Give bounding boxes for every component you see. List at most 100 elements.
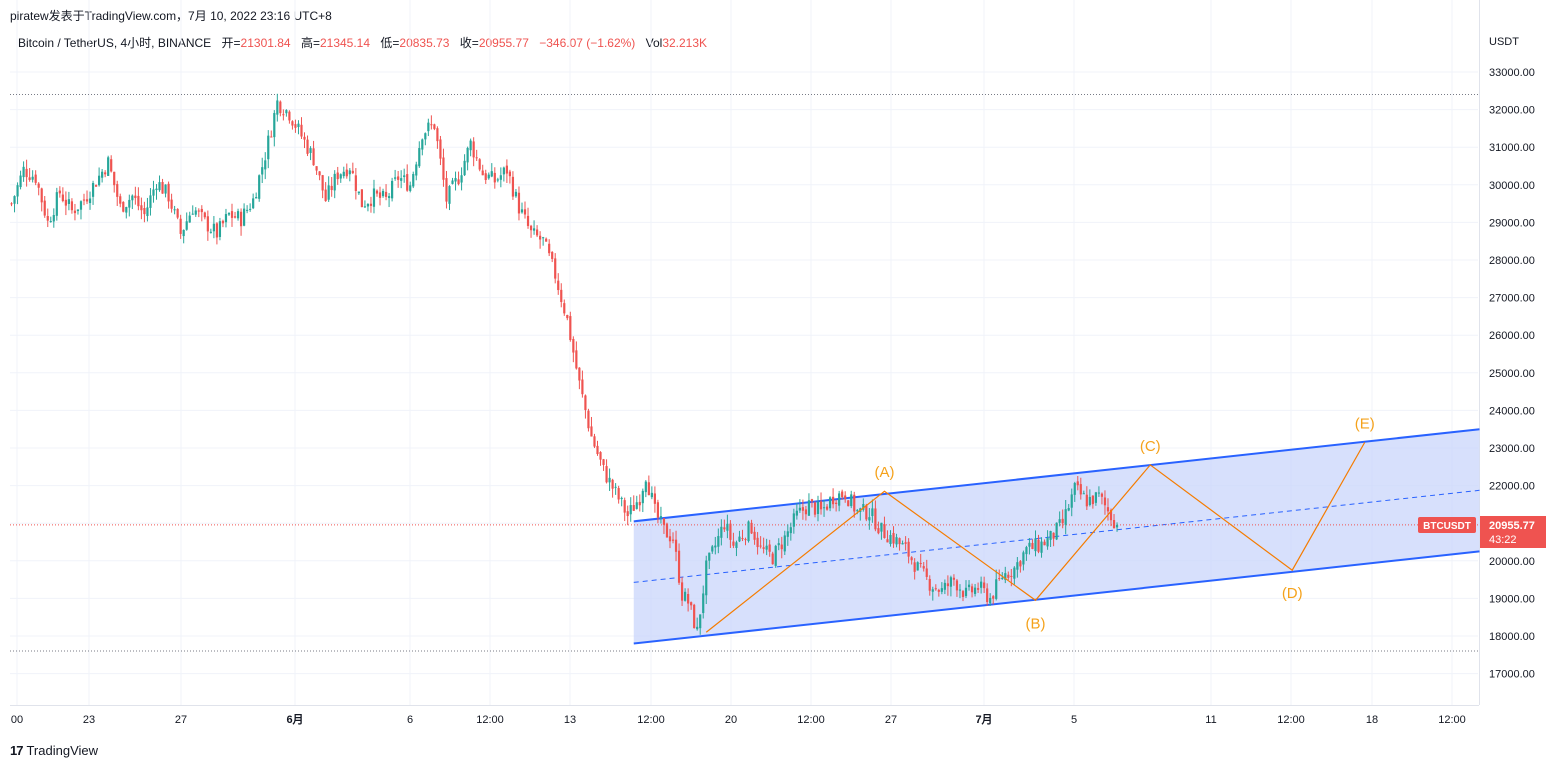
candle-body [844, 495, 847, 499]
candle-body [714, 545, 717, 548]
candle-body [400, 178, 403, 181]
candle-body [511, 176, 515, 197]
candle-body [91, 183, 95, 197]
candle-body [288, 111, 291, 121]
price-tick-label: 17000.00 [1489, 669, 1535, 681]
candle-body [457, 179, 460, 185]
candle-body [940, 588, 943, 592]
candle-body [529, 225, 533, 231]
candle-body [671, 539, 675, 541]
candle-body [55, 192, 58, 216]
candle-body [690, 602, 693, 606]
candle-body [143, 208, 146, 215]
time-tick-label: 7月 [975, 713, 992, 726]
candle-body [336, 172, 339, 180]
candle-body [37, 183, 40, 188]
candle-body [1019, 561, 1022, 567]
legend-volume-value: 32.213K [662, 36, 708, 50]
candle-body [674, 539, 678, 552]
abcde-wave-line [705, 442, 1366, 633]
candle-body [1082, 493, 1085, 495]
wave-label-c[interactable]: (C) [1140, 438, 1161, 455]
candle-body [1061, 518, 1064, 524]
candle-body [822, 507, 826, 509]
wave-label-d[interactable]: (D) [1282, 585, 1303, 602]
candle-body [662, 518, 666, 525]
candle-body [650, 492, 653, 498]
candle-body [889, 534, 892, 544]
candle-body [342, 171, 345, 177]
candle-body [967, 584, 971, 588]
candle-body [324, 189, 327, 202]
candle-body [354, 175, 357, 191]
wave-label-a[interactable]: (A) [874, 464, 894, 481]
candle-body [723, 527, 726, 530]
candle-body [460, 175, 463, 183]
price-axis: 33000.00 32000.00 31000.00 30000.00 29000.00… [1489, 67, 1535, 681]
candle-body [828, 497, 832, 509]
candle-body [409, 185, 412, 191]
candle-body [569, 316, 572, 340]
legend-low-label: 低= [380, 36, 400, 50]
candle-body [258, 175, 261, 199]
candle-body [484, 173, 487, 181]
candle-body [418, 148, 421, 167]
candle-body [40, 188, 43, 203]
candle-body [1106, 507, 1110, 512]
candle-body [916, 562, 919, 571]
candle-body [626, 511, 629, 517]
candle-body [110, 159, 113, 172]
candle-body [532, 228, 536, 231]
candle-body [563, 303, 566, 314]
candle-body [58, 190, 61, 194]
candle-body [810, 499, 814, 502]
candle-body [526, 215, 530, 226]
candle-body [104, 172, 107, 175]
wave-label-b[interactable]: (B) [1025, 615, 1045, 632]
tradingview-logo-icon[interactable]: 17 [10, 743, 24, 758]
candle-body [372, 188, 376, 207]
candle-body [22, 166, 25, 178]
candle-body [874, 508, 877, 530]
candle-body [403, 175, 406, 178]
candle-body [517, 192, 521, 214]
candle-body [807, 500, 811, 516]
candle-body [249, 208, 252, 210]
candle-body [333, 173, 336, 191]
candle-body [312, 148, 315, 166]
candle-body [611, 479, 614, 489]
price-tick-label: 24000.00 [1489, 405, 1535, 417]
candle-body [88, 198, 92, 204]
candle-body [1097, 492, 1101, 494]
candle-body [1028, 542, 1031, 547]
candle-body [973, 587, 977, 594]
candle-body [397, 176, 400, 180]
candle-body [82, 199, 86, 201]
candlestick-series [10, 93, 1119, 635]
wave-label-e[interactable]: (E) [1355, 415, 1375, 432]
candle-body [696, 626, 699, 630]
tradingview-brand[interactable]: TradingView [26, 743, 99, 758]
candle-body [584, 395, 587, 411]
candle-body [61, 194, 64, 202]
candle-body [43, 200, 46, 216]
legend-close-label: 收= [459, 36, 479, 50]
candle-body [469, 140, 472, 151]
candle-body [76, 209, 80, 212]
candle-body [481, 170, 484, 176]
candle-body [877, 528, 880, 534]
price-tick-label: 25000.00 [1489, 368, 1535, 380]
time-tick-label: 12:00 [637, 714, 665, 726]
candle-body [466, 147, 469, 163]
time-tick-label: 27 [885, 714, 897, 726]
legend-symbol[interactable]: Bitcoin / TetherUS, 4小时, BINANCE [18, 36, 212, 50]
candle-body [732, 541, 735, 546]
price-axis-unit: USDT [1489, 36, 1519, 48]
candle-body [28, 177, 31, 180]
candle-body [759, 545, 762, 547]
time-tick-label: 6月 [286, 713, 303, 726]
candle-body [218, 221, 222, 237]
candle-body [285, 110, 288, 114]
candle-body [463, 160, 466, 176]
